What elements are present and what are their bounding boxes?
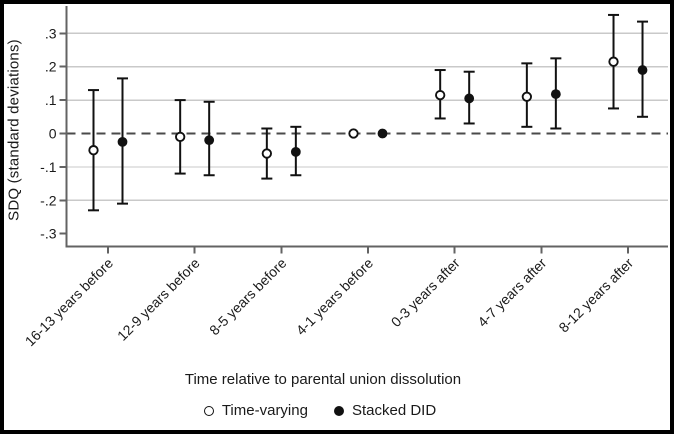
data-point-filled — [204, 135, 215, 146]
legend-label: Stacked DID — [351, 402, 437, 419]
x-tick-label: 0-3 years after — [388, 255, 463, 330]
data-point-filled — [550, 89, 561, 99]
data-point-filled — [464, 93, 475, 104]
y-axis-title: SDQ (standard deviations) — [5, 39, 23, 221]
data-point-filled — [377, 128, 388, 139]
y-tick-label: .3 — [45, 25, 57, 41]
data-point-open — [175, 131, 186, 142]
data-point-filled — [290, 146, 301, 157]
legend: Time-varying Stacked DID — [4, 402, 636, 419]
y-tick-label: -.1 — [40, 159, 57, 175]
y-tick-label: -.2 — [40, 192, 57, 208]
x-tick-label: 4-7 years after — [474, 255, 549, 330]
x-tick-label: 8-12 years after — [555, 255, 636, 336]
legend-item-time-varying: Time-varying — [203, 402, 308, 419]
y-tick-label: .2 — [45, 59, 57, 75]
data-point-open — [521, 91, 532, 102]
data-point-open — [435, 89, 446, 101]
x-tick-label: 12-9 years before — [114, 255, 203, 344]
y-tick-label: 0 — [49, 126, 57, 142]
data-point-open — [261, 148, 272, 159]
x-tick-label: 8-5 years before — [206, 255, 290, 339]
x-tick-label: 16-13 years before — [22, 255, 117, 350]
filled-circle-marker-icon — [333, 405, 344, 416]
x-tick-label: 4-1 years before — [293, 255, 377, 339]
data-point-open — [348, 128, 359, 139]
y-tick-label: .1 — [45, 92, 57, 108]
data-point-filled — [117, 136, 128, 147]
data-point-open — [608, 56, 619, 67]
legend-item-stacked-did: Stacked DID — [333, 402, 437, 419]
y-tick-label: -.3 — [40, 226, 57, 242]
open-circle-marker-icon — [203, 405, 214, 416]
x-axis-title: Time relative to parental union dissolut… — [184, 371, 462, 388]
data-point-open — [88, 145, 99, 156]
data-point-filled — [637, 65, 648, 75]
legend-label: Time-varying — [221, 402, 308, 419]
